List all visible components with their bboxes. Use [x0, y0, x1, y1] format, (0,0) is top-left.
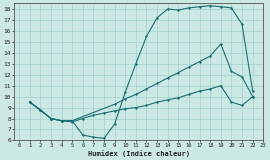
- X-axis label: Humidex (Indice chaleur): Humidex (Indice chaleur): [87, 150, 190, 156]
